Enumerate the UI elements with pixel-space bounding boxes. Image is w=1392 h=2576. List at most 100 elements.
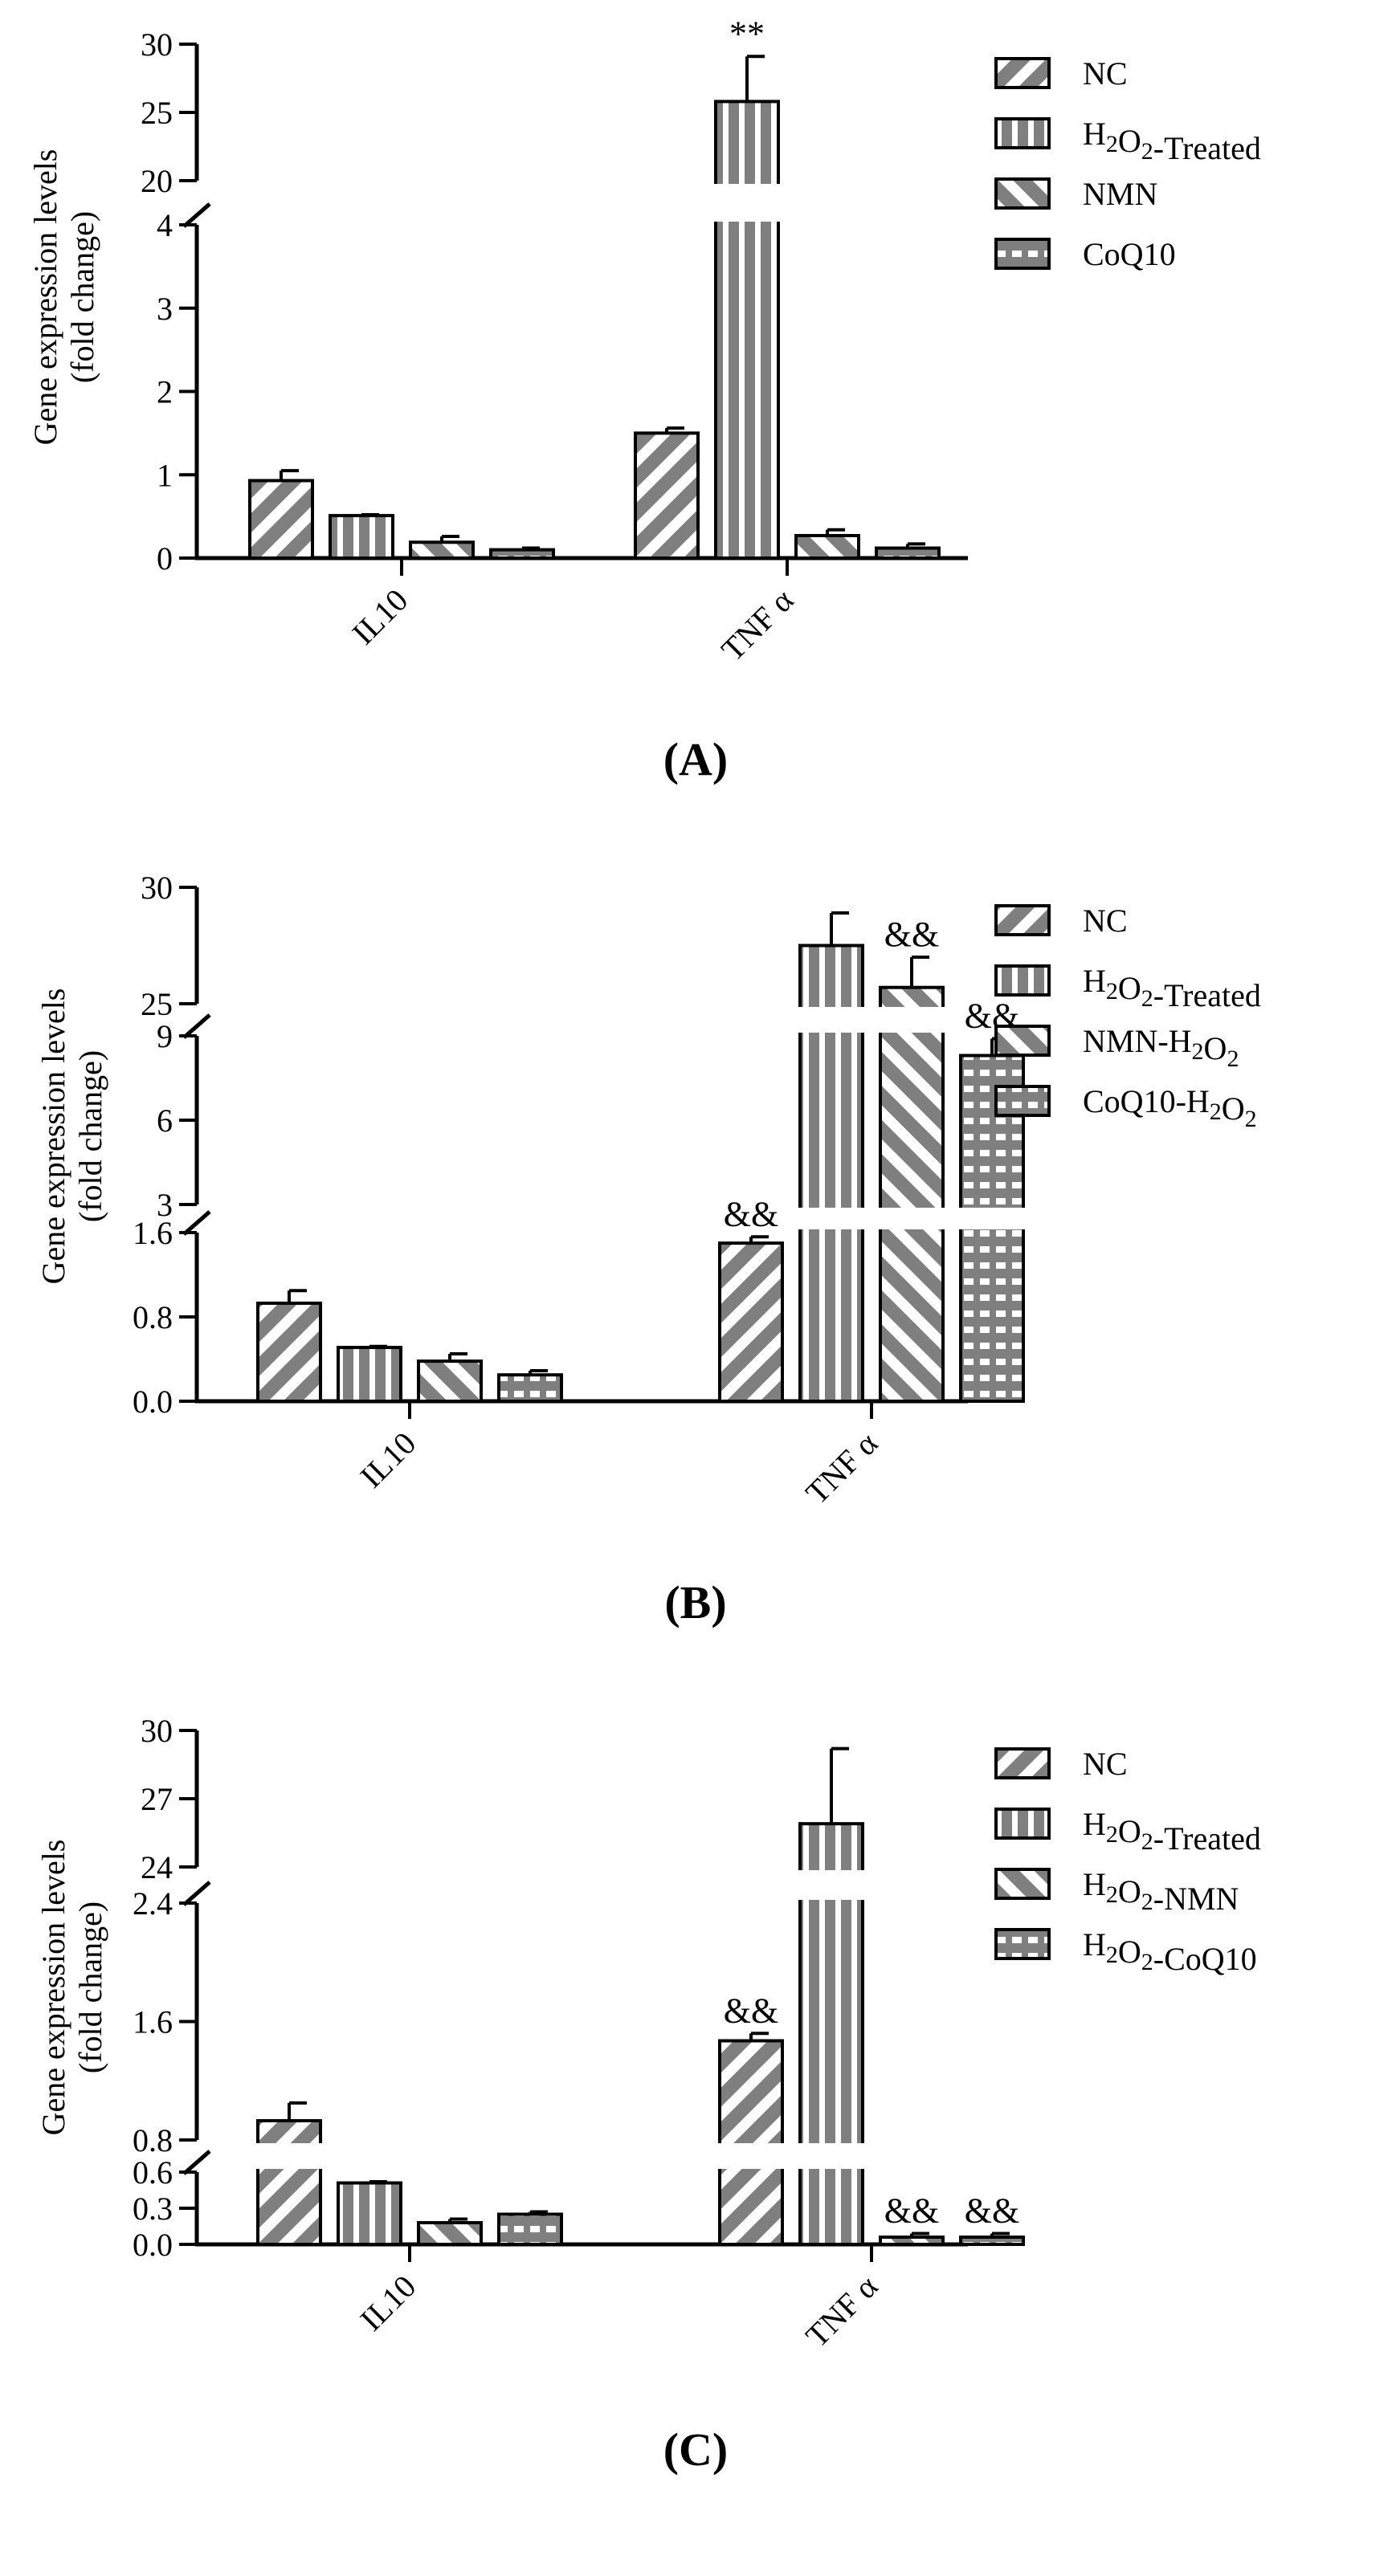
bar-break-gap	[797, 2143, 866, 2169]
x-tick-label: TNF α	[798, 1425, 884, 1511]
y-tick-label: 0.0	[133, 1384, 173, 1420]
y-axis-title-line1: Gene expression levels	[35, 988, 71, 1285]
chart-panel-a: 0 1 2 3 4 20 25 30 Gene expression levels (fold c…	[27, 14, 1261, 785]
bar-h2o2-nmn-il10	[417, 2221, 483, 2246]
bar-nmn-tnfα	[794, 533, 860, 560]
bar-break-gap	[797, 1007, 866, 1033]
y-tick-label: 30	[141, 1713, 173, 1749]
legend-label-3: CoQ10-H2O2	[1083, 1083, 1257, 1132]
legend-label-0: NC	[1083, 903, 1128, 939]
axis-break-mark	[182, 2150, 211, 2175]
y-axis-title-line2: (fold change)	[72, 1901, 108, 2073]
vertical-stripe-pattern	[994, 1808, 1051, 1840]
bar-break-gap	[797, 1870, 866, 1900]
diagonal-stripe-pattern	[994, 1747, 1051, 1779]
y-tick-label: 27	[141, 1781, 173, 1817]
y-tick-label: 0.0	[133, 2227, 173, 2263]
legend-label-2: NMN	[1083, 176, 1157, 212]
significance-label: &&	[965, 2191, 1019, 2231]
diagonal-stripe-pattern	[994, 904, 1051, 936]
axis-break-mark	[182, 1210, 211, 1236]
significance-label: &&	[724, 1991, 778, 2030]
wide-diagonal-stripe-pattern	[994, 1025, 1051, 1057]
bar-nc-il10	[256, 1301, 322, 1403]
axis-break-mark	[182, 1881, 211, 1906]
y-axis-title: Gene expression levels (fold change)	[27, 149, 100, 446]
significance-label: &&	[724, 1194, 778, 1233]
bar-h2o2-treated-il10	[337, 1346, 402, 1403]
bar-coq10-tnfα	[875, 546, 941, 560]
bar-nc-tnfα	[718, 2039, 784, 2246]
y-tick-label: 0.8	[133, 2122, 173, 2158]
grid-pattern	[994, 1085, 1051, 1117]
y-tick-label: 3	[157, 1187, 173, 1223]
bar-break-gap	[877, 1208, 946, 1229]
grid-pattern	[994, 238, 1051, 270]
y-tick-label: 20	[141, 163, 173, 199]
y-axis-title-line2: (fold change)	[72, 1050, 108, 1222]
wide-diagonal-stripe-pattern	[994, 1868, 1051, 1900]
y-tick-label: 0.3	[133, 2191, 173, 2227]
y-axis-title: Gene expression levels (fold change)	[35, 988, 108, 1285]
bar-nmn-h2o2-tnfα	[879, 985, 945, 1403]
legend-label-0: NC	[1083, 1746, 1128, 1782]
significance-label: **	[729, 14, 765, 53]
bar-h2o2-nmn-tnfα	[879, 2236, 945, 2246]
panel-caption: (C)	[663, 2423, 729, 2476]
y-tick-label: 6	[157, 1103, 173, 1139]
axis-break-mark	[182, 202, 211, 228]
y-axis-title-line2: (fold change)	[64, 211, 100, 383]
bar-nc-tnfα	[718, 1241, 784, 1403]
axis-break-mark	[182, 1013, 211, 1039]
y-tick-label: 0.6	[133, 2154, 173, 2191]
bar-break-gap	[957, 1208, 1027, 1229]
chart-panel-c: 0.00.30.60.8 1.6 2.424 27 30 Gene expression …	[35, 1713, 1261, 2476]
y-tick-label: 1.6	[133, 1215, 173, 1251]
y-axis-title-line1: Gene expression levels	[35, 1840, 71, 2136]
y-tick-label: 30	[141, 870, 173, 906]
bar-coq10-il10	[489, 548, 555, 560]
panel-caption: (A)	[663, 733, 729, 785]
bar-break-gap	[797, 1208, 866, 1229]
legend-label-1: H2O2-Treated	[1083, 963, 1261, 1013]
y-tick-label: 30	[141, 26, 173, 63]
diagonal-stripe-pattern	[994, 57, 1051, 89]
bar-nc-il10	[256, 2119, 322, 2246]
bar-break-gap	[877, 1007, 946, 1033]
bar-h2o2-coq10-il10	[497, 2212, 563, 2246]
y-tick-label: 9	[157, 1018, 173, 1054]
legend-label-1: H2O2-Treated	[1083, 116, 1261, 166]
legend-label-1: H2O2-Treated	[1083, 1806, 1261, 1857]
y-tick-label: 0.8	[133, 1299, 173, 1335]
y-tick-label: 0	[157, 540, 173, 577]
bar-h2o2-treated-il10	[329, 514, 394, 560]
bar-nc-il10	[248, 479, 314, 560]
y-tick-label: 1	[157, 457, 173, 493]
legend-label-3: H2O2-CoQ10	[1083, 1926, 1257, 1977]
legend-label-3: CoQ10	[1083, 236, 1176, 272]
bar-h2o2-treated-tnfα	[714, 100, 780, 560]
y-tick-label: 3	[157, 291, 173, 327]
bar-nmn-h2o2-il10	[417, 1359, 483, 1403]
x-tick-label: IL10	[353, 1425, 423, 1495]
y-tick-label: 1.6	[133, 2004, 173, 2040]
bar-nc-tnfα	[634, 431, 700, 560]
y-tick-label: 2.4	[133, 1885, 173, 1922]
y-tick-label: 25	[141, 986, 173, 1022]
y-axis-title: Gene expression levels (fold change)	[35, 1840, 108, 2136]
significance-label: &&	[884, 2191, 939, 2231]
bar-h2o2-coq10-tnfα	[959, 2236, 1025, 2246]
y-tick-label: 24	[141, 1849, 173, 1885]
x-tick-label: TNF α	[798, 2268, 884, 2354]
bar-coq10-h2o2-il10	[497, 1373, 563, 1403]
legend-label-2: H2O2-NMN	[1083, 1866, 1239, 1917]
legend-label-2: NMN-H2O2	[1083, 1023, 1239, 1072]
panel-caption: (B)	[664, 1576, 726, 1628]
bar-break-gap	[255, 2143, 324, 2169]
x-tick-label: TNF α	[714, 582, 800, 668]
legend-label-0: NC	[1083, 55, 1128, 92]
bar-break-gap	[716, 2143, 786, 2169]
